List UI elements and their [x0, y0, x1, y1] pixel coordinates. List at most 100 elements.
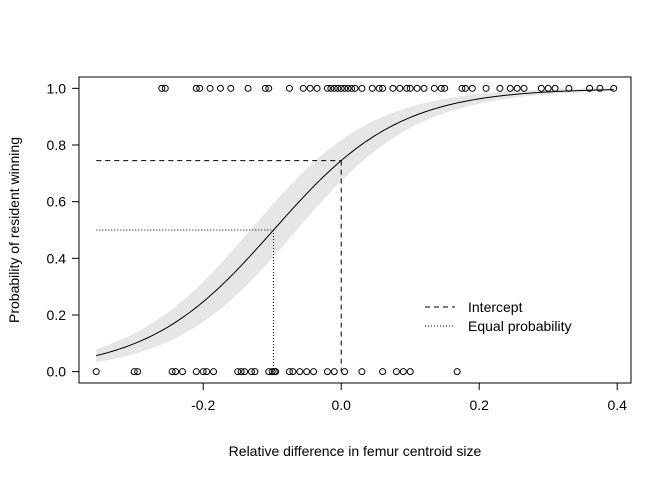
- data-point-won: [323, 84, 331, 92]
- data-point-lost: [199, 368, 207, 376]
- data-point-lost: [341, 368, 349, 376]
- data-point-lost: [241, 368, 249, 376]
- data-point-lost: [285, 368, 293, 376]
- data-point-won: [482, 84, 490, 92]
- fitted-curve: [96, 89, 614, 357]
- data-point-lost: [358, 368, 366, 376]
- data-point-lost: [203, 368, 211, 376]
- data-point-won: [586, 84, 594, 92]
- data-point-lost: [168, 368, 176, 376]
- data-point-lost: [392, 368, 400, 376]
- data-point-won: [468, 84, 476, 92]
- data-point-won: [337, 84, 345, 92]
- data-point-won: [379, 84, 387, 92]
- data-point-won: [403, 84, 411, 92]
- data-point-lost: [399, 368, 407, 376]
- data-point-won: [330, 84, 338, 92]
- legend: Intercept Equal probability: [425, 299, 572, 334]
- data-point-lost: [234, 368, 242, 376]
- data-point-won: [161, 84, 169, 92]
- confidence-band-area: [96, 88, 614, 363]
- data-point-won: [565, 84, 573, 92]
- data-point-won: [406, 84, 414, 92]
- data-point-won: [368, 84, 376, 92]
- data-point-lost: [310, 368, 318, 376]
- reference-lines: [96, 160, 342, 372]
- data-point-won: [441, 84, 449, 92]
- data-point-won: [227, 84, 235, 92]
- data-point-won: [496, 84, 504, 92]
- data-point-lost: [192, 368, 200, 376]
- legend-label: Equal probability: [468, 318, 572, 334]
- data-point-won: [458, 84, 466, 92]
- data-point-won: [413, 84, 421, 92]
- data-point-lost: [406, 368, 414, 376]
- data-point-lost: [179, 368, 186, 376]
- data-point-lost: [237, 368, 245, 376]
- y-tick-label: 0.8: [47, 137, 67, 153]
- data-point-lost: [296, 368, 304, 376]
- data-point-won: [596, 84, 604, 92]
- data-point-won: [513, 84, 521, 92]
- legend-label: Intercept: [468, 299, 523, 315]
- data-point-won: [420, 84, 428, 92]
- data-point-lost: [92, 368, 100, 376]
- data-point-won: [244, 84, 252, 92]
- data-point-lost: [453, 368, 461, 376]
- data-point-won: [437, 84, 445, 92]
- fitted-curve-group: [96, 89, 614, 357]
- data-point-won: [327, 84, 335, 92]
- data-point-won: [216, 84, 224, 92]
- x-tick-label: 0.2: [469, 397, 489, 413]
- data-point-won: [506, 84, 514, 92]
- data-point-lost: [323, 368, 331, 376]
- data-point-lost: [134, 368, 142, 376]
- data-point-won: [551, 84, 559, 92]
- data-point-lost: [130, 368, 138, 376]
- data-point-won: [396, 84, 404, 92]
- x-axis-title: Relative difference in femur centroid si…: [229, 443, 482, 459]
- data-point-lost: [251, 368, 259, 376]
- data-point-won: [206, 84, 214, 92]
- data-point-lost: [248, 368, 255, 376]
- data-point-lost: [289, 368, 297, 376]
- data-point-won: [389, 84, 397, 92]
- data-point-won: [358, 84, 366, 92]
- data-point-won: [610, 84, 618, 92]
- data-point-lost: [210, 368, 218, 376]
- data-point-won: [158, 84, 166, 92]
- y-tick-label: 0.0: [47, 364, 67, 380]
- data-point-won: [537, 84, 545, 92]
- data-point-won: [334, 84, 342, 92]
- x-tick-label: -0.2: [191, 397, 215, 413]
- data-point-won: [344, 84, 352, 92]
- data-point-lost: [303, 368, 311, 376]
- data-point-won: [192, 84, 200, 92]
- data-point-won: [306, 84, 314, 92]
- data-point-won: [299, 84, 307, 92]
- data-point-won: [348, 84, 356, 92]
- y-tick-label: 0.4: [47, 250, 67, 266]
- x-tick-label: 0.4: [607, 397, 627, 413]
- data-point-won: [544, 84, 552, 92]
- y-tick-label: 0.6: [47, 194, 67, 210]
- axes: -0.2 0.0 0.2 0.4 0.0 0.2 0.4 0.6 0.8 1.0: [47, 80, 628, 413]
- data-point-won: [351, 84, 359, 92]
- confidence-band: [96, 88, 614, 363]
- data-point-won: [461, 84, 469, 92]
- data-point-lost: [379, 368, 387, 376]
- data-point-won: [265, 84, 273, 92]
- data-point-won: [196, 84, 204, 92]
- data-point-won: [261, 84, 269, 92]
- y-axis-title: Probability of resident winning: [6, 137, 22, 323]
- data-point-lost: [272, 368, 280, 376]
- data-point-lost: [172, 368, 180, 376]
- data-points: [92, 84, 618, 376]
- data-point-won: [285, 84, 293, 92]
- data-point-won: [313, 84, 321, 92]
- y-tick-label: 1.0: [47, 80, 67, 96]
- data-point-won: [430, 84, 438, 92]
- x-tick-label: 0.0: [331, 397, 351, 413]
- data-point-lost: [268, 368, 276, 376]
